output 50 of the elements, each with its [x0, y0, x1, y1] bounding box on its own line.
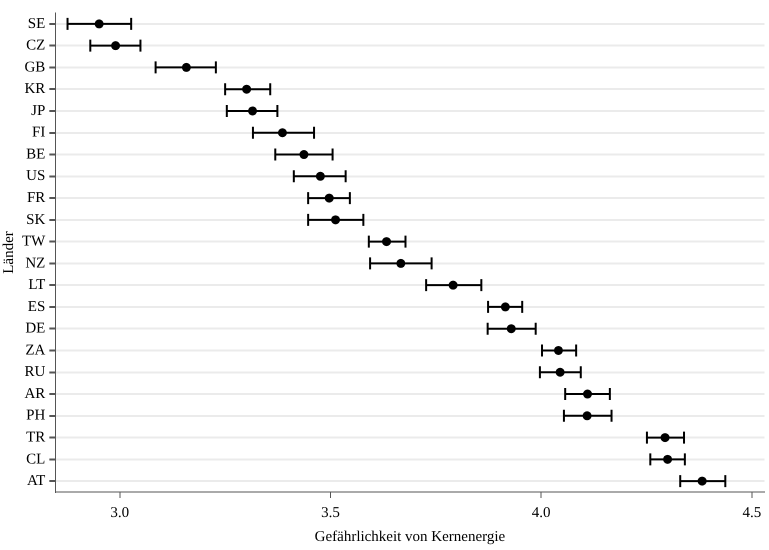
- point: [242, 84, 252, 94]
- x-tick-label: 4.5: [742, 504, 762, 521]
- y-tick-label: ZA: [25, 342, 46, 358]
- point: [331, 215, 340, 224]
- y-tick-label: AT: [26, 473, 46, 490]
- point: [698, 476, 707, 486]
- point: [396, 258, 406, 268]
- point: [278, 128, 287, 138]
- x-axis-title: Gefährlichkeit von Kernenergie: [314, 528, 506, 545]
- y-tick-label: BE: [26, 146, 46, 162]
- y-tick-label: TR: [26, 430, 46, 446]
- point: [448, 280, 458, 290]
- y-tick-label: KR: [24, 81, 46, 98]
- x-tick-label: 3.5: [321, 504, 340, 521]
- y-tick-label: CZ: [26, 38, 46, 54]
- point: [299, 150, 308, 160]
- y-tick-label: NZ: [25, 255, 46, 272]
- point: [94, 19, 104, 28]
- y-tick-label: RU: [24, 364, 46, 380]
- y-tick-label: DE: [25, 320, 46, 337]
- y-tick-label: AR: [24, 386, 46, 402]
- x-tick-label: 4.0: [532, 504, 551, 521]
- y-tick-label: ES: [28, 298, 46, 315]
- point: [324, 194, 334, 203]
- point: [556, 368, 565, 377]
- point: [506, 324, 516, 334]
- point: [111, 41, 120, 50]
- x-tick-label: 3.0: [110, 504, 130, 521]
- point: [554, 346, 563, 355]
- y-tick-label: TW: [22, 234, 46, 250]
- point: [660, 433, 670, 442]
- point: [500, 302, 510, 312]
- y-axis-title: Länder: [0, 231, 17, 274]
- y-tick-label: FR: [26, 190, 46, 206]
- y-tick-label: PH: [26, 408, 46, 424]
- y-tick-label: JP: [31, 102, 46, 119]
- point: [583, 390, 592, 399]
- y-tick-label: US: [26, 168, 46, 184]
- y-tick-label: CL: [26, 451, 46, 468]
- y-tick-label: SE: [28, 16, 46, 32]
- y-tick-label: SK: [26, 212, 46, 228]
- point: [182, 62, 191, 72]
- y-tick-label: LT: [28, 277, 46, 294]
- y-tick-label: FI: [32, 124, 46, 141]
- point: [382, 237, 392, 246]
- point: [582, 411, 592, 420]
- y-tick-label: GB: [24, 59, 46, 76]
- point: [663, 454, 672, 464]
- point: [248, 106, 258, 116]
- point: [316, 172, 325, 181]
